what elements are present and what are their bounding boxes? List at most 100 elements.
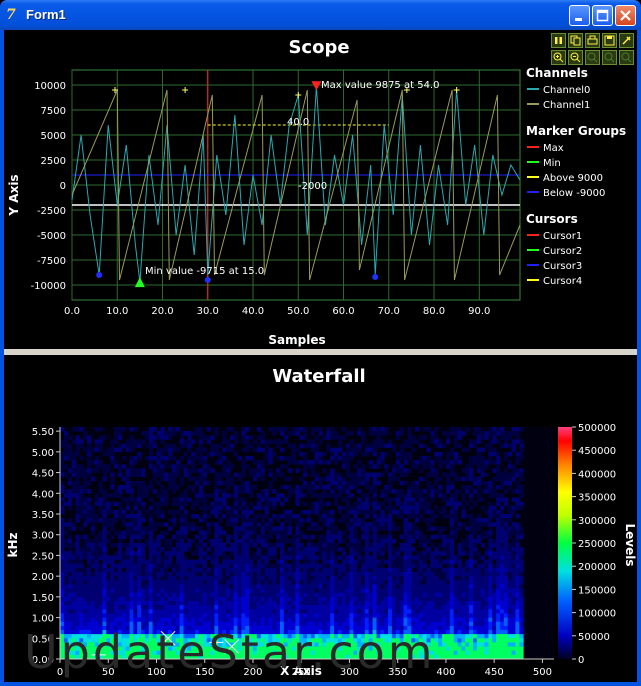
wf-cell [407, 609, 412, 614]
wf-cell [473, 609, 478, 614]
zoom-y-button[interactable] [619, 50, 634, 65]
wf-cell [442, 634, 447, 639]
wf-cell [195, 567, 200, 573]
wf-cell [399, 650, 404, 656]
wf-cell [214, 443, 219, 449]
waterfall-title: Waterfall [272, 366, 365, 387]
wf-cell [480, 464, 485, 469]
wf-cell [291, 576, 296, 581]
wf-cell [310, 526, 316, 531]
wf-cell [187, 630, 192, 635]
zoom-fit-button[interactable] [585, 50, 600, 65]
wf-cell [67, 505, 72, 511]
wf-cell [291, 634, 296, 639]
maximize-button[interactable] [592, 5, 613, 26]
wf-cell [291, 460, 296, 465]
wf-cell [380, 489, 385, 494]
wf-cell [345, 596, 350, 602]
wf-cell [102, 505, 107, 511]
wf-cell [445, 451, 451, 457]
wf-cell [484, 650, 489, 656]
wf-cell [445, 601, 451, 606]
wf-cell [214, 509, 219, 515]
wf-cell [418, 605, 424, 610]
wf-cell [453, 596, 458, 602]
wf-cell [415, 613, 420, 618]
wf-cell [218, 543, 223, 548]
wf-cell [488, 489, 493, 494]
wf-cell [210, 551, 215, 556]
wf-cell [137, 489, 142, 494]
scope-chart[interactable]: Scope Y Axis Samples 0.0 10.0 20.0 30.0 40.0… [4, 30, 637, 349]
wf-cell [434, 526, 439, 531]
wf-cell [345, 650, 350, 656]
wf-cell [307, 584, 312, 589]
wf-cell [129, 567, 134, 573]
wf-cell [403, 526, 408, 531]
wf-cell [326, 447, 331, 453]
wf-cell [334, 543, 339, 548]
wf-cell [391, 609, 397, 614]
wf-cell [94, 456, 99, 461]
wf-cell [202, 559, 208, 565]
wf-cell [198, 625, 204, 631]
print-button[interactable] [585, 33, 600, 48]
wf-cell [148, 514, 154, 519]
wf-cell [229, 580, 235, 585]
wf-cell [129, 596, 134, 602]
wf-cell [457, 501, 462, 507]
wf-cell [156, 638, 161, 643]
title-bar[interactable]: 7 Form1 [0, 0, 641, 30]
wf-cell [345, 451, 350, 457]
wf-cell [361, 592, 366, 598]
wf-cell [295, 646, 300, 652]
wf-cell [449, 621, 455, 627]
wf-cell [438, 580, 443, 585]
zoom-out-button[interactable] [568, 50, 583, 65]
wf-cell [399, 543, 404, 548]
wf-cell [357, 609, 362, 614]
wf-cell [256, 522, 262, 527]
wf-cell [345, 654, 350, 660]
wf-cell [67, 592, 72, 598]
wf-cell [79, 563, 84, 569]
wf-cell [349, 580, 354, 585]
zoom-x-icon [604, 52, 615, 63]
close-button[interactable] [615, 5, 636, 26]
wf-cell [133, 572, 138, 577]
zoom-in-button[interactable] [551, 50, 566, 65]
wf-cell [218, 489, 223, 494]
wf-cell [434, 580, 439, 585]
wf-cell [226, 654, 231, 660]
wf-cell [87, 654, 92, 660]
wf-cell [426, 501, 431, 507]
wf-cell [141, 555, 146, 560]
wf-cell [141, 580, 146, 585]
save-button[interactable] [602, 33, 617, 48]
wf-cell [422, 588, 428, 594]
wf-cell [488, 538, 493, 544]
pause-button[interactable] [551, 33, 566, 48]
wf-cell [125, 634, 130, 639]
wf-cell [226, 609, 231, 614]
wf-cell [349, 613, 354, 618]
wf-cell [364, 505, 370, 511]
wf-cell [488, 431, 493, 436]
wf-cell [87, 518, 92, 523]
settings-button[interactable] [619, 33, 634, 48]
copy-button[interactable] [568, 33, 583, 48]
waterfall-chart[interactable]: Waterfall kHz X Axis 0 50 100 150 200 250 300 3… [4, 355, 637, 682]
minimize-button[interactable] [569, 5, 590, 26]
wf-cell [345, 617, 350, 623]
wf-cell [399, 480, 404, 486]
splitter[interactable] [4, 349, 637, 355]
wf-cell [210, 584, 215, 589]
wf-cell [434, 584, 439, 589]
zoom-x-button[interactable] [602, 50, 617, 65]
wf-cell [364, 447, 370, 453]
wf-cell [384, 489, 389, 494]
wf-cell [160, 485, 165, 490]
wf-cell [361, 572, 366, 577]
wf-cell [476, 621, 482, 627]
wf-cell [330, 509, 335, 515]
